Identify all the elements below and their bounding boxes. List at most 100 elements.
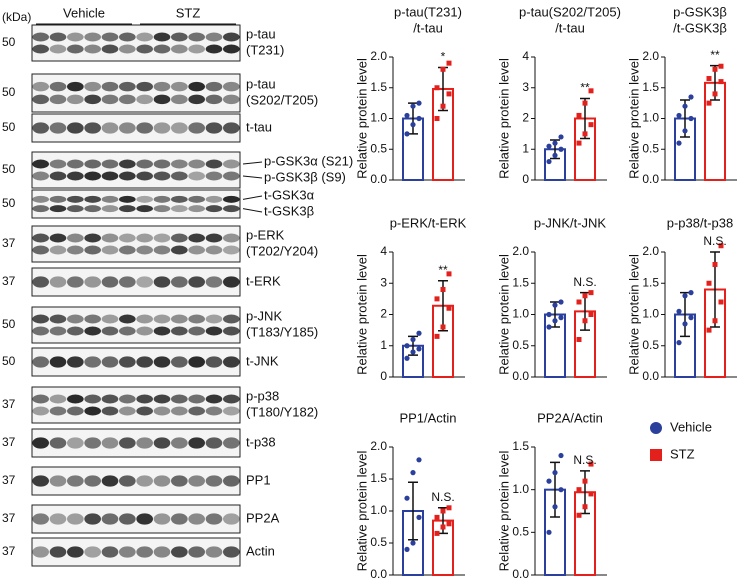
y-tick-label: 0 (522, 172, 529, 186)
data-point (552, 504, 558, 510)
data-point (546, 158, 552, 165)
y-axis-label: Relative protein level (354, 58, 369, 179)
blot-band (32, 195, 49, 203)
blot-band (101, 276, 119, 288)
y-tick-label: 0.5 (642, 338, 659, 352)
blot-band (171, 406, 188, 416)
data-point (558, 299, 564, 305)
data-point (434, 85, 440, 91)
blot-band (171, 276, 188, 288)
y-tick-label: 1.0 (370, 503, 387, 517)
blot-band (67, 513, 84, 525)
blot-band (49, 406, 67, 416)
blot-band (101, 326, 119, 336)
blot-band (49, 513, 67, 525)
blot-band (101, 233, 119, 243)
y-tick-label: 4 (522, 49, 529, 63)
blot-frame (31, 347, 241, 377)
blot-marker: 37 (2, 544, 16, 558)
blot-band (153, 513, 171, 525)
blot-band (171, 94, 188, 105)
blot-band (205, 314, 223, 324)
blot-band (136, 122, 153, 134)
chart-title: p-GSK3β (673, 4, 727, 19)
blot-band (67, 394, 84, 404)
data-point (588, 491, 594, 497)
data-point (440, 508, 446, 514)
blot-frame (31, 189, 241, 219)
blot-frame (31, 225, 241, 263)
blot-band (153, 245, 171, 255)
blot-band (101, 32, 119, 42)
y-tick-label: 1.0 (370, 111, 387, 125)
blot-band (153, 81, 171, 92)
blot-band (119, 195, 136, 203)
data-point (682, 128, 688, 134)
y-tick-label: 1.5 (512, 275, 529, 289)
blot-label: p-p38 (246, 388, 279, 403)
y-tick-label: 0 (380, 369, 387, 383)
blot-band (49, 233, 67, 243)
data-point (676, 112, 682, 119)
blot-band (153, 314, 171, 324)
significance: N.S. (703, 234, 726, 248)
blot-band (84, 94, 101, 105)
y-tick-label: 0.0 (642, 369, 659, 383)
blot-band (136, 32, 153, 42)
blot-label: p-GSK3α (S21) (264, 153, 353, 168)
blot-band (32, 81, 49, 92)
data-point (588, 461, 594, 467)
blot-band (153, 32, 171, 42)
data-point (558, 134, 564, 140)
label-arrow (242, 175, 263, 179)
blot-band (32, 171, 49, 181)
blot-band (67, 437, 84, 449)
blot-marker: 37 (2, 435, 16, 449)
y-tick-label: 1.5 (642, 275, 659, 289)
legend-swatch (650, 422, 662, 434)
blot-band (171, 195, 188, 203)
data-point (576, 487, 582, 493)
y-tick-label: 2.0 (370, 49, 387, 63)
data-point (404, 343, 410, 349)
blot-marker: 37 (2, 236, 16, 250)
blot-band (32, 513, 49, 525)
y-tick-label: 1 (380, 338, 387, 352)
blot-band (223, 44, 240, 54)
blot-frame (31, 504, 241, 534)
data-point (706, 100, 712, 106)
blot-band (205, 394, 223, 404)
blot-band (171, 326, 188, 336)
blot-band (136, 195, 153, 203)
blot-label: t-GSK3β (264, 203, 314, 218)
y-tick-label: 0.5 (370, 141, 387, 155)
blot-band (84, 406, 101, 416)
blot-label: (T231) (246, 42, 284, 57)
blot-band (84, 233, 101, 243)
data-point (446, 271, 452, 277)
blot-band (188, 233, 205, 243)
blot-band (67, 233, 84, 243)
blot-band (119, 171, 136, 181)
blot-band (32, 475, 49, 487)
blot-band (153, 356, 171, 368)
blot-band (119, 314, 136, 324)
data-point (546, 143, 552, 149)
data-point (582, 318, 588, 324)
data-point (682, 293, 688, 299)
blot-band (153, 394, 171, 404)
blot-band (188, 122, 205, 134)
blot-band (136, 356, 153, 368)
data-point (712, 262, 718, 267)
blot-band (67, 94, 84, 105)
blot-band (67, 159, 84, 169)
blot-band (101, 437, 119, 449)
blot-band (205, 546, 223, 558)
blot-band (84, 326, 101, 336)
blot-band (205, 32, 223, 42)
data-point (576, 299, 582, 305)
data-point (552, 318, 558, 324)
y-tick-label: 0.5 (642, 141, 659, 155)
y-tick-label: 2 (522, 111, 529, 125)
blot-band (119, 394, 136, 404)
